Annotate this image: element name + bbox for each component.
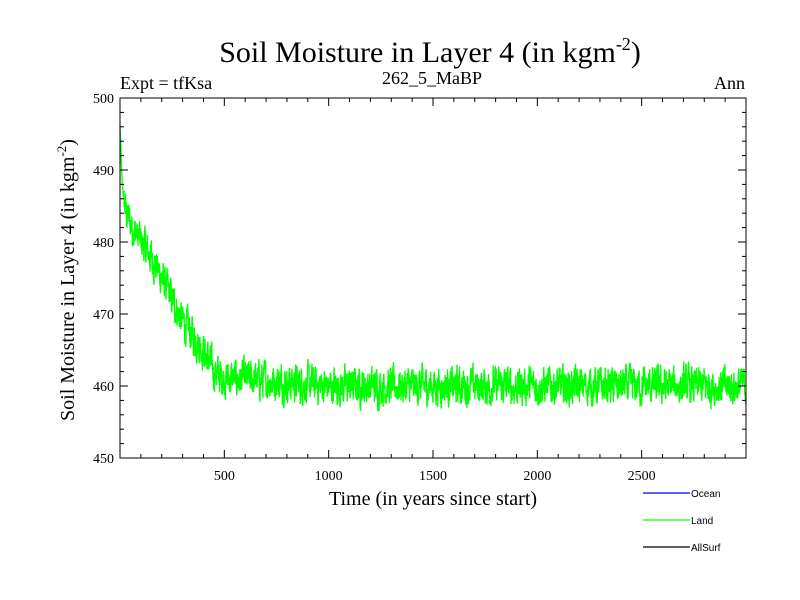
x-tick-label: 500 xyxy=(214,469,235,484)
y-axis-label: Soil Moisture in Layer 4 (in kgm-2) xyxy=(54,139,79,421)
y-tick-label: 500 xyxy=(93,92,114,107)
chart-title: Soil Moisture in Layer 4 (in kgm-2) xyxy=(219,34,641,69)
y-tick-label: 490 xyxy=(93,164,114,179)
legend-label-land: Land xyxy=(691,516,713,527)
legend-label-allsurf: AllSurf xyxy=(691,543,721,554)
chart-title-close: ) xyxy=(631,36,641,69)
chart-title-main: Soil Moisture in Layer 4 (in kgm xyxy=(219,36,616,69)
series-line-land xyxy=(119,125,747,412)
subtitle-left: Expt = tfKsa xyxy=(120,73,212,93)
legend-label-ocean: Ocean xyxy=(691,489,720,500)
plot-frame xyxy=(119,97,747,459)
x-tick-label: 1000 xyxy=(315,469,343,484)
x-tick-label: 1500 xyxy=(419,469,447,484)
chart-title-sup: -2 xyxy=(616,34,631,54)
y-axis-label-sup: -2 xyxy=(54,146,69,157)
y-tick-label: 450 xyxy=(93,452,114,467)
subtitle-right: Ann xyxy=(714,73,745,93)
subtitle-center: 262_5_MaBP xyxy=(382,68,482,88)
x-tick-label: 2500 xyxy=(628,469,656,484)
plot-area: 500 1000 1500 2000 2500 450 460 470 480 490 500 xyxy=(93,92,747,484)
y-axis-label-close: ) xyxy=(57,139,79,146)
legend: Ocean Land AllSurf xyxy=(643,489,721,554)
ticks-layer: 500 1000 1500 2000 2500 450 460 470 480 490 500 xyxy=(93,92,746,484)
y-axis-label-main: Soil Moisture in Layer 4 (in kgm xyxy=(57,156,79,421)
x-tick-label: 2000 xyxy=(523,469,551,484)
y-tick-label: 480 xyxy=(93,236,114,251)
series-layer xyxy=(119,125,747,412)
x-axis-label: Time (in years since start) xyxy=(329,488,537,510)
y-tick-label: 470 xyxy=(93,308,114,323)
y-tick-label: 460 xyxy=(93,380,114,395)
